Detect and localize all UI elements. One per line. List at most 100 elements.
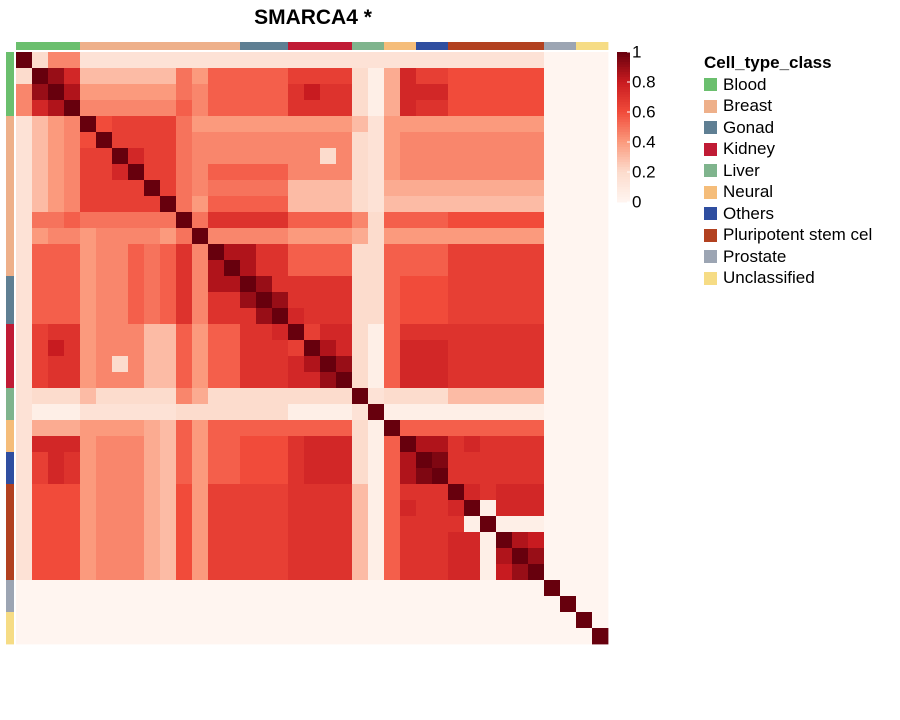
heatmap-cell [288,244,305,261]
heatmap-cell [16,164,33,181]
heatmap-cell [368,532,385,549]
heatmap-cell [256,372,273,389]
heatmap-cell [336,84,353,101]
legend-swatch [704,228,717,242]
heatmap-cell [336,532,353,549]
heatmap-cell [288,516,305,533]
heatmap-cell [48,68,65,85]
heatmap-cell [80,500,97,517]
heatmap-cell [368,356,385,373]
heatmap-cell [464,436,481,453]
heatmap-cell [256,628,273,645]
left-annotation-cell [6,212,14,229]
heatmap-cell [368,564,385,581]
heatmap-cell [144,164,161,181]
heatmap-cell [256,276,273,293]
heatmap-cell [320,356,337,373]
heatmap-cell [352,452,369,469]
color-scale-step [617,89,630,93]
heatmap-cell [128,612,145,629]
top-annotation-cell [592,42,609,50]
heatmap-cell [256,116,273,133]
heatmap-cell [64,388,81,405]
heatmap-cell [432,324,449,341]
heatmap-cell [208,148,225,165]
heatmap-cell [272,164,289,181]
top-annotation-cell [432,42,449,50]
heatmap-cell [16,484,33,501]
heatmap-cell [80,116,97,133]
heatmap-cell [112,356,129,373]
heatmap-cell [512,564,529,581]
heatmap-cell [320,324,337,341]
heatmap-cell [160,468,177,485]
heatmap-cell [432,100,449,117]
heatmap-cell [416,500,433,517]
color-scale-step [617,79,630,83]
heatmap-cell [560,132,577,149]
heatmap-cell [208,260,225,277]
heatmap-cell [48,308,65,325]
heatmap-cell [32,484,49,501]
heatmap-cell [304,436,321,453]
heatmap-cell [416,324,433,341]
heatmap-cell [416,68,433,85]
heatmap-cell [144,420,161,437]
heatmap-cell [352,244,369,261]
heatmap-cell [80,196,97,213]
heatmap-cell [432,308,449,325]
heatmap-cell [288,324,305,341]
heatmap-cell [464,420,481,437]
heatmap-cell [192,548,209,565]
heatmap-cell [208,340,225,357]
heatmap-cell [272,100,289,117]
color-scale-step [617,197,630,200]
heatmap-cell [368,516,385,533]
left-annotation-cell [6,596,14,613]
heatmap-cell [288,596,305,613]
heatmap-cell [112,420,129,437]
heatmap-cell [288,436,305,453]
heatmap-cell [544,420,561,437]
heatmap-cell [592,500,609,517]
heatmap-cell [128,452,145,469]
heatmap-cell [352,68,369,85]
legend-item: Pluripotent stem cel [704,225,900,247]
heatmap-cell [560,532,577,549]
heatmap-cell [464,244,481,261]
heatmap-cell [112,468,129,485]
heatmap-cell [160,52,177,69]
heatmap-cell [352,548,369,565]
left-annotation-cell [6,180,14,197]
heatmap-cell [416,516,433,533]
heatmap-cell [112,212,129,229]
heatmap-cell [384,212,401,229]
heatmap-cell [480,596,497,613]
heatmap-cell [48,484,65,501]
heatmap-cell [496,564,513,581]
color-scale-step [617,104,630,108]
heatmap-cell [496,244,513,261]
heatmap-cell [464,612,481,629]
heatmap-cell [112,132,129,149]
heatmap-cell [576,212,593,229]
heatmap-cell [208,564,225,581]
heatmap-cell [528,180,545,197]
color-scale-step [617,109,630,113]
heatmap-cell [224,340,241,357]
heatmap-cell [576,196,593,213]
heatmap-cell [576,516,593,533]
heatmap-cell [48,340,65,357]
heatmap-cell [240,276,257,293]
heatmap-cell [448,100,465,117]
heatmap-cell [112,564,129,581]
heatmap-cell [448,164,465,181]
heatmap-cell [512,228,529,245]
color-scale-step [617,64,630,68]
heatmap-cell [176,100,193,117]
heatmap-cell [208,372,225,389]
heatmap-cell [320,372,337,389]
heatmap-cell [240,372,257,389]
heatmap-cell [592,212,609,229]
heatmap-cell [48,548,65,565]
